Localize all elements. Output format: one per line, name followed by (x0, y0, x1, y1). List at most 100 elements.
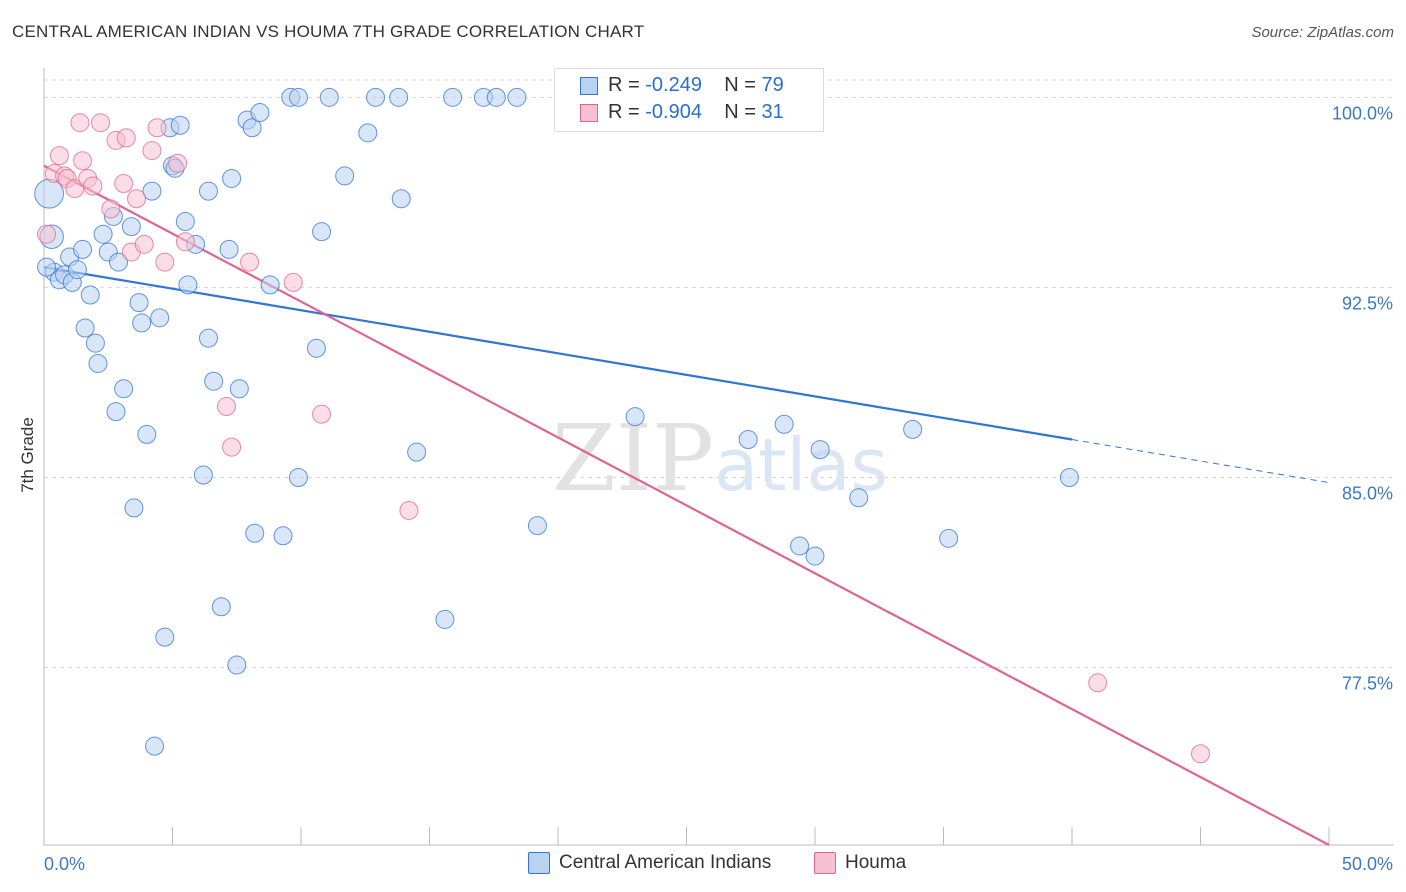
data-point-central-american (227, 655, 247, 675)
data-point-central-american (137, 424, 157, 444)
data-point-central-american (67, 260, 87, 280)
data-point-central-american (198, 328, 218, 348)
r-label: R = (608, 101, 640, 123)
data-point-central-american (150, 308, 170, 328)
legend-swatch-blue (528, 852, 550, 874)
x-tick-label: 50.0% (1342, 854, 1393, 874)
y-tick-label: 92.5% (1342, 293, 1393, 313)
data-point-houma (114, 174, 134, 194)
data-point-central-american (250, 103, 270, 123)
y-tick-label: 100.0% (1332, 103, 1393, 123)
data-point-central-american (204, 371, 224, 391)
data-point-central-american (132, 313, 152, 333)
data-point-houma (91, 113, 111, 133)
data-point-houma (70, 113, 90, 133)
data-point-central-american (435, 609, 455, 629)
data-point-central-american (242, 118, 262, 138)
n-value: 79 (761, 74, 784, 96)
source-label: Source: ZipAtlas.com (1251, 24, 1394, 41)
chart-title: CENTRAL AMERICAN INDIAN VS HOUMA 7TH GRA… (12, 22, 645, 41)
data-point-central-american (319, 87, 339, 107)
data-point-central-american (288, 468, 308, 488)
r-value: -0.249 (645, 74, 702, 96)
watermark: ZIPatlas (552, 405, 888, 512)
data-point-central-american (805, 546, 825, 566)
legend-label: Central American Indians (559, 852, 772, 874)
data-point-central-american (790, 536, 810, 556)
data-point-central-american (193, 465, 213, 485)
data-point-central-american (155, 627, 175, 647)
stats-legend: R = -0.249 N = 79 R = -0.904 N = 31 (554, 68, 824, 132)
data-point-houma (399, 500, 419, 520)
data-point-central-american (312, 222, 332, 242)
r-label: R = (608, 74, 640, 96)
data-point-central-american (93, 224, 113, 244)
data-point-central-american (288, 87, 308, 107)
data-point-houma (222, 437, 242, 457)
trend-line-extension (1071, 438, 1330, 484)
data-point-houma (147, 118, 167, 138)
data-point-central-american (407, 442, 427, 462)
data-point-central-american (335, 166, 355, 186)
legend-swatch-pink (814, 852, 836, 874)
data-point-central-american (486, 87, 506, 107)
data-point-central-american (124, 498, 144, 518)
legend-label: Houma (845, 852, 907, 874)
tick-labels: 77.5% 85.0% 92.5% 100.0% 0.0% 50.0% (44, 103, 1393, 874)
data-point-central-american (306, 338, 326, 358)
data-point-central-american (85, 333, 105, 353)
trend-line-houma (43, 164, 1330, 846)
data-points (34, 87, 1210, 764)
data-point-houma (73, 151, 93, 171)
data-point-central-american (366, 87, 386, 107)
y-tick-label: 77.5% (1342, 674, 1393, 694)
legend-central-american-indians[interactable]: Central American Indians (528, 852, 771, 874)
data-point-houma (175, 232, 195, 252)
data-point-central-american (527, 516, 547, 536)
data-point-central-american (849, 488, 869, 508)
data-point-houma (116, 128, 136, 148)
data-point-central-american (109, 252, 129, 272)
n-label: N = (724, 101, 756, 123)
data-point-central-american (37, 257, 57, 277)
data-point-central-american (106, 402, 126, 422)
data-point-central-american (391, 189, 411, 209)
data-point-central-american (443, 87, 463, 107)
data-point-houma (1088, 673, 1108, 693)
data-point-central-american (738, 429, 758, 449)
data-point-central-american (121, 217, 141, 237)
data-point-houma (240, 252, 260, 272)
data-point-central-american (129, 293, 149, 313)
data-point-houma (312, 404, 332, 424)
data-point-houma (283, 272, 303, 292)
n-label: N = (724, 74, 756, 96)
data-point-houma (127, 189, 147, 209)
legend-row-houma: R = -0.904 N = 31 (580, 101, 789, 129)
data-point-central-american (80, 285, 100, 305)
data-point-central-american (175, 212, 195, 232)
data-point-houma (1191, 744, 1210, 764)
data-point-central-american (142, 181, 162, 201)
data-point-central-american (774, 414, 794, 434)
data-point-houma (168, 153, 188, 173)
data-point-central-american (229, 379, 249, 399)
n-value: 31 (761, 101, 784, 123)
data-point-central-american (625, 407, 645, 427)
data-point-central-american (358, 123, 378, 143)
data-point-central-american (810, 440, 830, 460)
data-point-central-american (260, 275, 280, 295)
data-point-central-american (145, 736, 165, 756)
trend-line-central-american (43, 266, 1073, 441)
data-point-central-american (273, 526, 293, 546)
legend-row-central-american: R = -0.249 N = 79 (580, 74, 784, 102)
data-point-central-american (389, 87, 409, 107)
data-point-houma (101, 199, 121, 219)
data-point-houma (37, 224, 57, 244)
legend-houma[interactable]: Houma (814, 852, 906, 874)
x-tick-label: 0.0% (44, 854, 85, 874)
data-point-central-american (75, 318, 95, 338)
data-point-houma (83, 176, 103, 196)
r-value: -0.904 (645, 101, 702, 123)
data-point-houma (134, 234, 154, 254)
